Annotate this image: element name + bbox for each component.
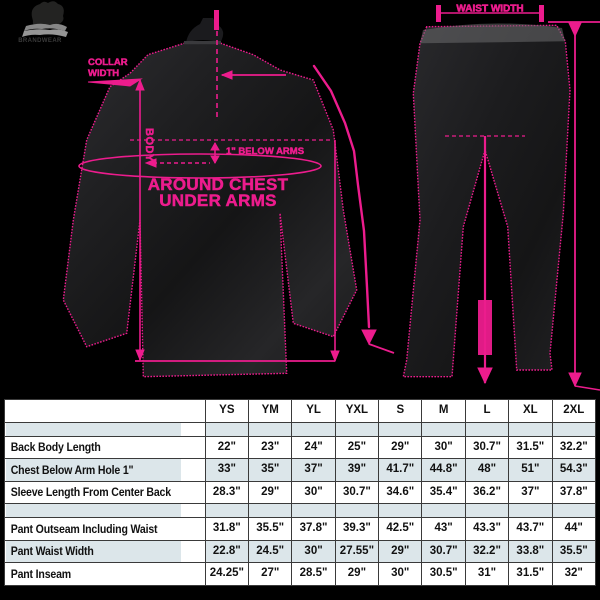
svg-text:BODY: BODY: [143, 128, 155, 162]
svg-text:BRANDWEAR: BRANDWEAR: [18, 38, 62, 44]
svg-text:WAIST WIDTH: WAIST WIDTH: [456, 4, 523, 15]
svg-text:COLLAR: COLLAR: [88, 57, 128, 68]
svg-text:UNDER ARMS: UNDER ARMS: [159, 191, 277, 210]
svg-text:WIDTH: WIDTH: [88, 68, 119, 79]
